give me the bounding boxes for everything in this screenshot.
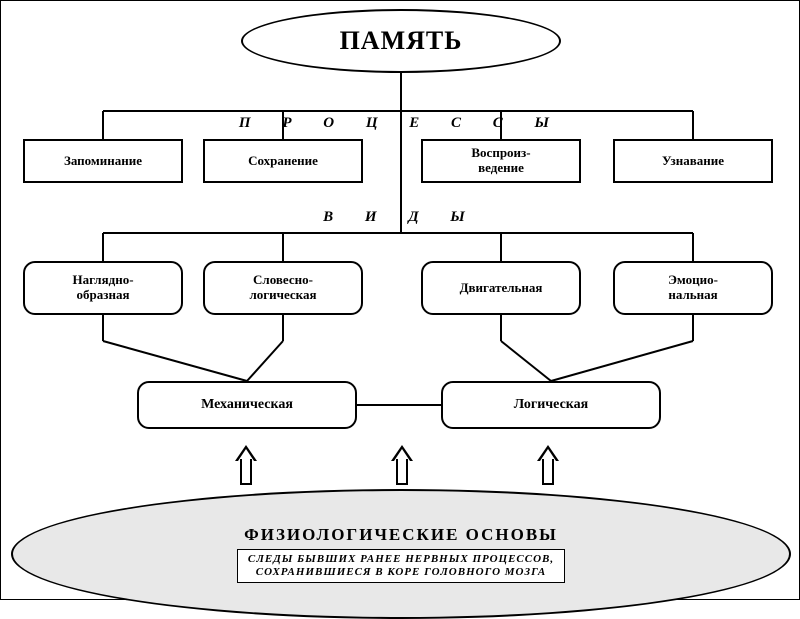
physiology-subtitle-line2: СОХРАНИВШИЕСЯ В КОРЕ ГОЛОВНОГО МОЗГА — [248, 566, 554, 579]
physiology-title: ФИЗИОЛОГИЧЕСКИЕ ОСНОВЫ — [244, 525, 558, 545]
process-label: Воспроиз- ведение — [471, 146, 530, 176]
type-box: Наглядно- образная — [23, 261, 183, 315]
subtype-label: Логическая — [514, 397, 588, 413]
arrow-up-icon — [391, 445, 413, 485]
process-box: Узнавание — [613, 139, 773, 183]
process-label: Запоминание — [64, 154, 142, 169]
subtype-box: Механическая — [137, 381, 357, 429]
processes-section-label: П Р О Ц Е С С Ы — [1, 115, 800, 132]
type-box: Словесно- логическая — [203, 261, 363, 315]
type-box: Двигательная — [421, 261, 581, 315]
physiology-subtitle-box: СЛЕДЫ БЫВШИХ РАНЕЕ НЕРВНЫХ ПРОЦЕССОВ, СО… — [237, 549, 565, 583]
process-box: Запоминание — [23, 139, 183, 183]
type-box: Эмоцио- нальная — [613, 261, 773, 315]
process-label: Сохранение — [248, 154, 318, 169]
subtype-label: Механическая — [201, 397, 293, 413]
type-label: Эмоцио- нальная — [668, 273, 718, 303]
physiology-subtitle-line1: СЛЕДЫ БЫВШИХ РАНЕЕ НЕРВНЫХ ПРОЦЕССОВ, — [248, 553, 554, 566]
process-box: Воспроиз- ведение — [421, 139, 581, 183]
types-section-label: В И Д Ы — [1, 209, 800, 226]
title-text: ПАМЯТЬ — [340, 26, 463, 56]
physiology-content: ФИЗИОЛОГИЧЕСКИЕ ОСНОВЫ СЛЕДЫ БЫВШИХ РАНЕ… — [71, 507, 731, 601]
type-label: Наглядно- образная — [72, 273, 133, 303]
process-label: Узнавание — [662, 154, 724, 169]
type-label: Двигательная — [460, 281, 543, 296]
diagram-canvas: ПАМЯТЬ П Р О Ц Е С С Ы Запоминание Сохран… — [0, 0, 800, 600]
title-node: ПАМЯТЬ — [241, 9, 561, 73]
type-label: Словесно- логическая — [249, 273, 316, 303]
subtype-box: Логическая — [441, 381, 661, 429]
arrow-up-icon — [235, 445, 257, 485]
process-box: Сохранение — [203, 139, 363, 183]
arrow-up-icon — [537, 445, 559, 485]
